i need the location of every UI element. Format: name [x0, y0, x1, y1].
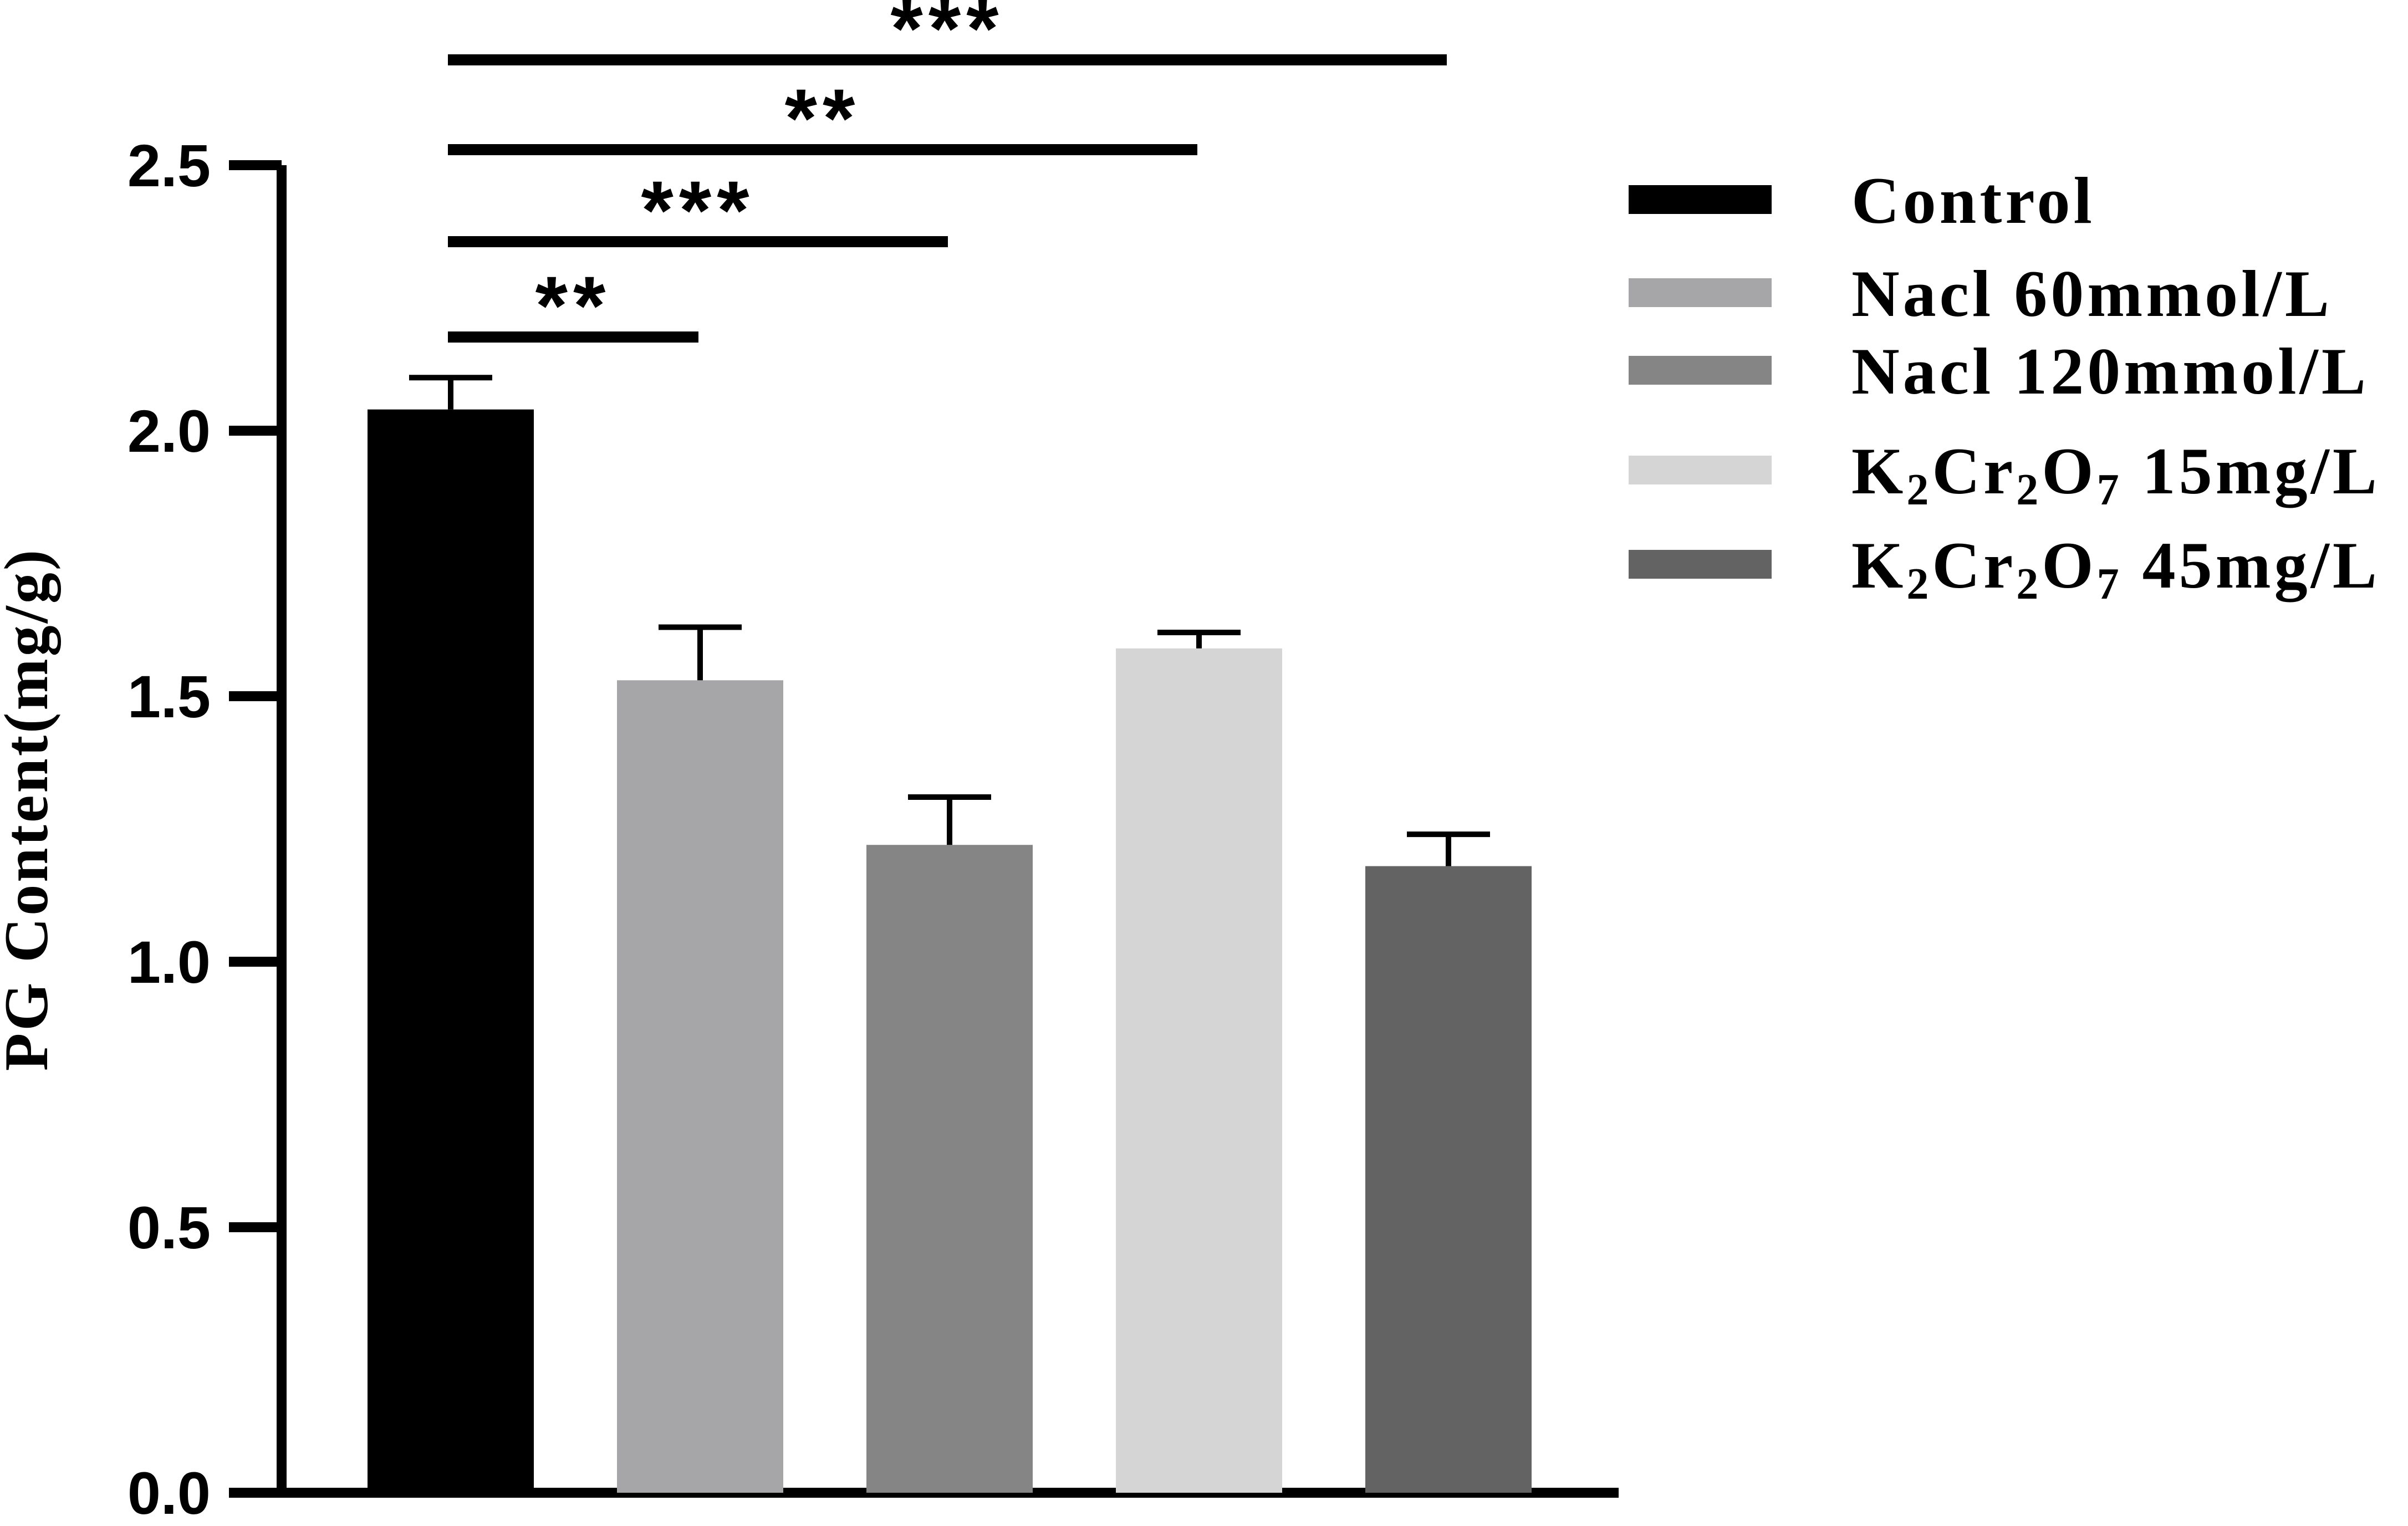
y-tick-label: 1.5 — [127, 663, 211, 730]
bar — [1116, 648, 1282, 1493]
legend-swatch — [1629, 356, 1772, 385]
y-tick-label: 1.0 — [127, 928, 211, 996]
legend-label: K2Cr2O7 15mg/L — [1851, 434, 2380, 514]
y-tick-label: 2.0 — [127, 397, 211, 465]
legend-label: Nacl 60mmol/L — [1851, 257, 2333, 330]
legend-swatch — [1629, 456, 1772, 484]
legend-swatch — [1629, 185, 1772, 214]
bar — [368, 409, 534, 1493]
legend-swatch — [1629, 550, 1772, 579]
significance-label: *** — [890, 0, 1004, 75]
legend-label: Control — [1851, 164, 2095, 237]
y-tick-label: 0.0 — [127, 1459, 211, 1526]
bars-layer — [368, 375, 1532, 1493]
bar — [866, 845, 1033, 1493]
legend-swatch — [1629, 278, 1772, 307]
y-tick-label: 2.5 — [127, 132, 211, 199]
significance-layer: ********** — [448, 0, 1447, 352]
legend-label: K2Cr2O7 45mg/L — [1851, 528, 2380, 609]
significance-label: ** — [785, 72, 861, 165]
y-axis-title: PG Content(mg/g) — [0, 548, 61, 1071]
bar — [1365, 866, 1532, 1493]
significance-label: ** — [535, 259, 611, 352]
y-tick-label: 0.5 — [127, 1194, 211, 1261]
bar — [617, 680, 783, 1493]
significance-label: *** — [641, 164, 754, 257]
legend-label: Nacl 120mmol/L — [1851, 334, 2369, 408]
